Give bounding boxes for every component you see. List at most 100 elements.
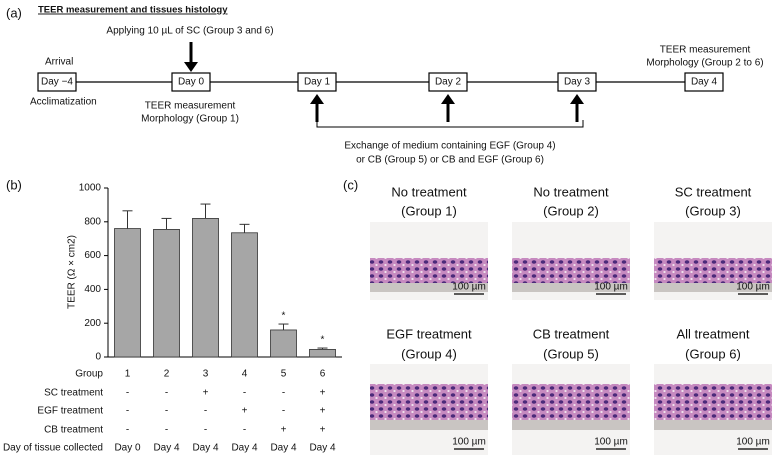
bar [231,232,258,358]
table-cell: - [126,388,129,399]
cell-layer [512,384,630,420]
annotation: Acclimatization [30,97,97,108]
x-tick-label: 3 [203,369,209,380]
y-axis-title: TEER (Ω × cm2) [67,235,78,309]
table-cell: - [204,406,207,417]
x-tick-label: 2 [164,369,170,380]
x-tick-label: 1 [125,369,131,380]
bracket [316,120,584,128]
table-cell: + [320,425,326,436]
cell-layer [654,384,772,420]
annotation: TEER measurement [145,101,236,112]
arrow-head [184,62,198,72]
membrane [512,420,630,430]
day-box [37,72,77,92]
membrane [654,283,772,292]
table-cell: - [165,406,168,417]
table-cell: + [320,406,326,417]
day-label: Day 1 [304,77,331,88]
image-group: (Group 6) [685,346,741,361]
table-cell: Day 4 [309,443,336,454]
table-cell: + [203,388,209,399]
membrane [654,420,772,430]
image-title: CB treatment [533,326,610,341]
row-label: EGF treatment [37,406,103,417]
day-box [684,72,724,92]
panel-label: (b) [6,177,22,192]
table-cell: + [281,425,287,436]
image-group: (Group 4) [401,346,457,361]
significance: * [282,311,286,322]
y-tick-label: 1000 [79,183,102,194]
scale-label: 100 µm [594,437,628,448]
membrane [512,283,630,292]
image-group: (Group 2) [543,203,599,218]
annotation: TEER measurement [660,45,751,56]
image-title: No treatment [533,184,609,199]
table-cell: - [282,406,285,417]
table-cell: - [126,425,129,436]
annotation: Morphology (Group 2 to 6) [646,58,763,69]
up-arrows [315,102,579,122]
cell-layer [370,258,488,283]
day-box [297,72,337,92]
scale-label: 100 µm [736,437,770,448]
significance: * [321,335,325,346]
image-group: (Group 1) [401,203,457,218]
day-label: Day 0 [178,77,205,88]
bar [114,228,141,358]
scale-label: 100 µm [452,437,486,448]
table-cell: + [320,388,326,399]
annotation: or CB (Group 5) or CB and EGF (Group 6) [356,155,544,166]
y-tick-label: 400 [84,284,101,295]
day-box [428,72,468,92]
membrane [370,283,488,292]
cell-layer [512,258,630,283]
y-tick-label: 200 [84,318,101,329]
scale-label: 100 µm [594,282,628,293]
cell-layer [654,258,772,283]
row-label: Group [75,369,103,380]
table-cell: Day 4 [231,443,258,454]
day-label: Day −4 [41,77,73,88]
table-cell: - [165,425,168,436]
image-title: No treatment [391,184,467,199]
day-label: Day 3 [564,77,591,88]
cell-layer [370,384,488,420]
panel-title: TEER measurement and tissues histology [38,5,228,16]
scale-label: 100 µm [736,282,770,293]
table-cell: + [242,406,248,417]
annotation: Morphology (Group 1) [141,114,239,125]
table-cell: Day 0 [114,443,141,454]
y-tick-label: 800 [84,216,101,227]
table-cell: Day 4 [192,443,219,454]
membrane [370,420,488,430]
panel-label: (a) [6,5,22,20]
table-cell: - [204,425,207,436]
table-cell: - [243,425,246,436]
annotation: Exchange of medium containing EGF (Group… [344,141,555,152]
image-title: EGF treatment [386,326,472,341]
panel-label: (c) [343,177,358,192]
y-tick-label: 0 [95,352,101,363]
day-label: Day 4 [691,77,718,88]
table-cell: Day 4 [270,443,297,454]
x-tick-label: 6 [320,369,326,380]
table-cell: - [282,388,285,399]
image-title: All treatment [677,326,750,341]
image-group: (Group 3) [685,203,741,218]
x-tick-label: 4 [242,369,248,380]
bar [270,329,297,358]
bar [153,229,180,358]
table-cell: Day 4 [153,443,180,454]
table-cell: - [126,406,129,417]
bar [192,218,219,358]
table-cell: - [243,388,246,399]
day-label: Day 2 [435,77,462,88]
image-group: (Group 5) [543,346,599,361]
row-label: SC treatment [44,388,103,399]
image-title: SC treatment [675,184,752,199]
bar [309,348,336,358]
x-tick-label: 5 [281,369,287,380]
